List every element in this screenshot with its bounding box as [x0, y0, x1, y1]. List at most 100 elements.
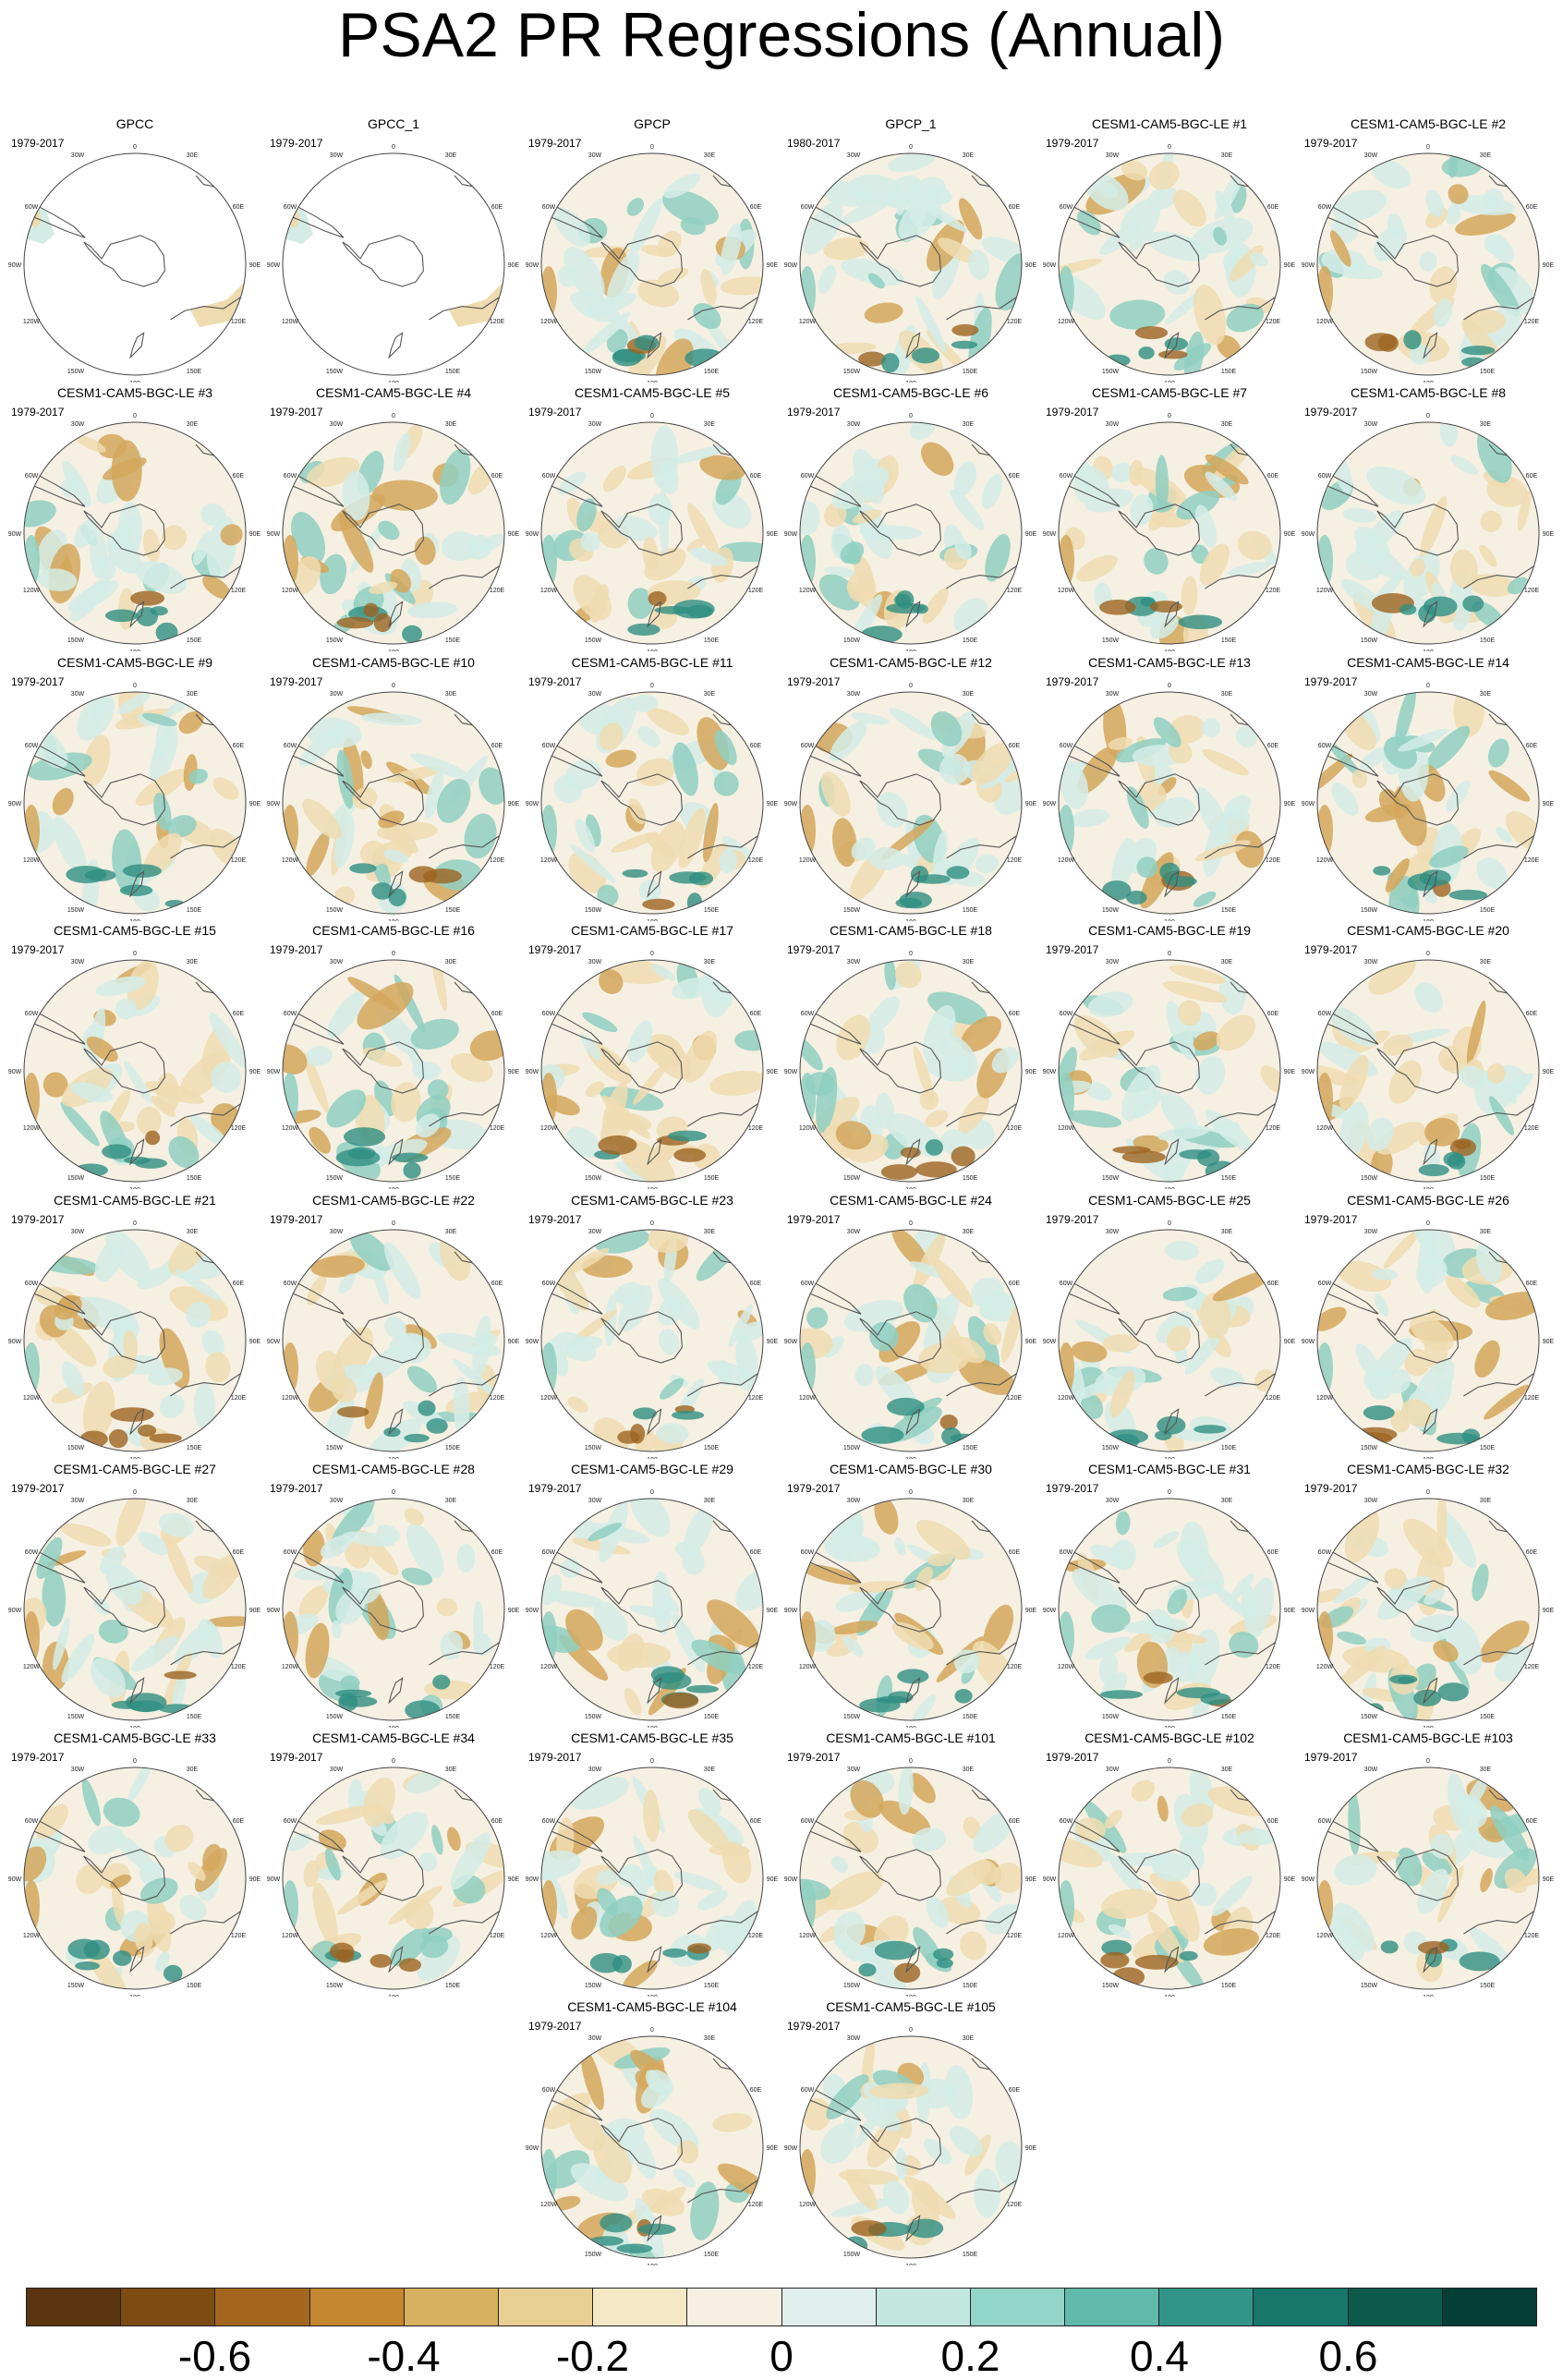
australia-coastline — [170, 1103, 241, 1127]
longitude-label: 180 — [129, 1187, 140, 1189]
polar-map: 030E60E90E120E150E180150W120W90W60W30W — [1302, 413, 1555, 651]
map-boundary — [1058, 1498, 1281, 1721]
south-america-coastline — [800, 1813, 862, 1852]
map-boundary — [540, 691, 764, 915]
australia-coastline — [946, 297, 1017, 321]
longitude-label: 90W — [1302, 1876, 1315, 1883]
longitude-label: 60W — [284, 1818, 297, 1825]
panel-years: 1979-2017 — [787, 2020, 841, 2033]
longitude-label: 90E — [1025, 1876, 1037, 1883]
regression-anomaly — [283, 1880, 298, 1932]
regression-anomaly — [1108, 1852, 1145, 1896]
longitude-label: 90E — [1284, 262, 1296, 269]
regression-anomaly — [816, 1067, 838, 1134]
regression-anomaly — [1157, 1415, 1186, 1435]
longitude-label: 30W — [1364, 691, 1378, 698]
longitude-label: 90W — [526, 2145, 539, 2152]
regression-anomaly — [1241, 1584, 1257, 1625]
longitude-label: 180 — [905, 2264, 916, 2265]
map-panel: 030E60E90E120E150E180150W120W90W60W30WCE… — [523, 653, 782, 921]
longitude-label: 150E — [445, 1983, 461, 1989]
panel-title: CESM1-CAM5-BGC-LE #18 — [830, 923, 992, 938]
regression-anomaly — [867, 273, 885, 289]
australia-coastline — [687, 565, 758, 589]
regression-anomaly — [1098, 182, 1119, 199]
new-zealand-coastline — [647, 1946, 662, 1973]
longitude-label: 60E — [1526, 743, 1538, 749]
regression-anomaly — [658, 489, 670, 554]
regression-anomaly — [893, 1962, 921, 1983]
new-zealand-coastline — [647, 2215, 662, 2242]
longitude-label: 120W — [23, 319, 41, 325]
longitude-label: 180 — [129, 381, 140, 382]
longitude-label: 60W — [801, 1011, 815, 1017]
longitude-label: 30E — [1221, 1498, 1233, 1504]
longitude-label: 150W — [585, 1445, 602, 1451]
south-america-coastline — [541, 2082, 603, 2121]
panel-years: 1979-2017 — [11, 137, 65, 150]
panel-years: 1979-2017 — [270, 137, 323, 150]
polar-map: 030E60E90E120E150E180150W120W90W60W30W — [784, 1758, 1037, 1997]
regression-anomaly — [137, 1106, 162, 1135]
australia-coastline — [1205, 297, 1276, 321]
regression-anomaly — [832, 818, 857, 868]
regression-anomaly — [823, 1536, 877, 1551]
regression-anomaly — [597, 884, 619, 907]
longitude-label: 30W — [1106, 959, 1120, 965]
polar-map: 030E60E90E120E150E180150W120W90W60W30W — [8, 683, 261, 921]
australia-coastline — [1463, 1103, 1534, 1127]
longitude-label: 60W — [1060, 1549, 1073, 1556]
regression-anomaly — [1199, 1292, 1231, 1339]
regression-anomaly — [800, 1880, 816, 1932]
antarctica-coastline — [859, 235, 941, 287]
map-boundary — [282, 959, 505, 1183]
colorbar-segment — [121, 2289, 216, 2325]
regression-anomaly — [1440, 1512, 1476, 1569]
panel-title: CESM1-CAM5-BGC-LE #8 — [1350, 385, 1507, 400]
panel-title: CESM1-CAM5-BGC-LE #19 — [1088, 923, 1251, 938]
regression-anomaly — [823, 237, 869, 261]
longitude-label: 90W — [1043, 801, 1057, 808]
regression-anomaly — [67, 1938, 101, 1960]
regression-anomaly — [447, 1827, 461, 1852]
longitude-label: 120E — [748, 319, 764, 325]
regression-anomaly — [1317, 1588, 1344, 1603]
regression-anomaly — [944, 2065, 974, 2120]
new-zealand-coastline — [129, 870, 145, 898]
longitude-label: 30E — [1480, 1229, 1492, 1235]
panel-title: CESM1-CAM5-BGC-LE #101 — [826, 1730, 996, 1745]
regression-anomaly — [908, 1773, 936, 1803]
regression-anomaly — [851, 2220, 887, 2237]
longitude-label: 30W — [330, 1229, 344, 1235]
longitude-label: 60E — [1526, 1549, 1538, 1556]
longitude-label: 150W — [326, 638, 344, 644]
regression-anomaly — [432, 1674, 451, 1690]
regression-anomaly — [673, 1871, 722, 1891]
longitude-label: 60E — [750, 1011, 762, 1017]
regression-anomaly — [1172, 189, 1206, 227]
longitude-label: 60E — [1526, 204, 1538, 211]
regression-anomaly — [404, 1508, 424, 1525]
regression-anomaly — [672, 1613, 706, 1673]
longitude-label: 60E — [491, 1281, 503, 1287]
regression-anomaly — [450, 1052, 493, 1083]
regression-anomaly — [1249, 251, 1268, 267]
regression-anomaly — [147, 1893, 172, 1953]
longitude-label: 30W — [847, 421, 861, 428]
new-zealand-coastline — [1164, 1946, 1180, 1973]
panel-title: CESM1-CAM5-BGC-LE #102 — [1084, 1730, 1254, 1745]
regression-anomaly — [1081, 1393, 1104, 1420]
regression-anomaly — [626, 198, 645, 216]
panel-title: CESM1-CAM5-BGC-LE #31 — [1088, 1462, 1251, 1476]
panel-years: 1979-2017 — [787, 943, 841, 956]
regression-anomaly — [878, 1800, 931, 1835]
longitude-label: 90W — [784, 801, 798, 808]
regression-anomaly — [915, 1566, 934, 1591]
regression-anomaly — [830, 1855, 848, 1874]
map-panel: 030E60E90E120E150E180150W120W90W60W30WCE… — [1040, 1191, 1299, 1459]
australia-coastline — [946, 2180, 1017, 2204]
regression-anomaly — [930, 710, 963, 747]
regression-anomaly — [86, 1036, 118, 1062]
regression-anomaly — [310, 1255, 365, 1278]
regression-anomaly — [1417, 1868, 1449, 1914]
